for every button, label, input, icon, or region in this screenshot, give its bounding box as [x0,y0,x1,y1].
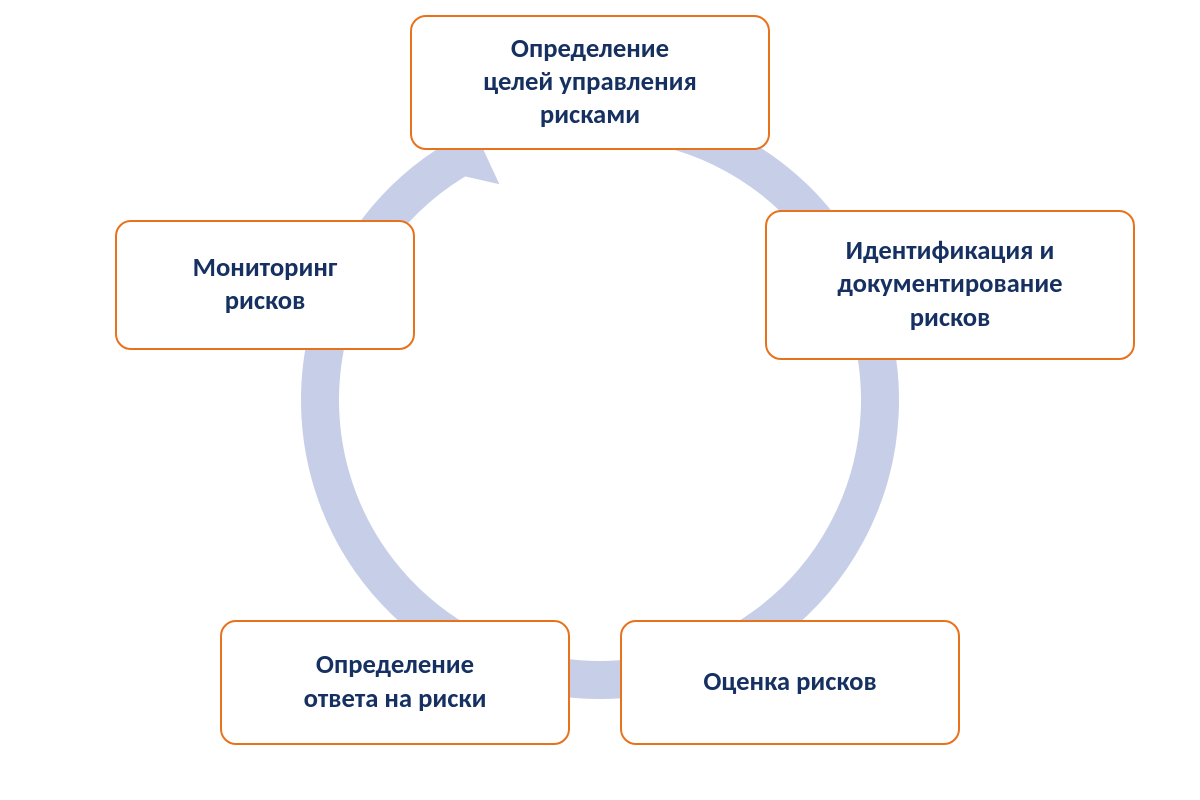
cycle-node-assess: Оценка рисков [620,620,960,745]
cycle-node-label: Определение ответа на риски [304,649,487,716]
cycle-node-label: Определение целей управления рисками [483,33,696,133]
cycle-node-label: Оценка рисков [703,666,876,699]
cycle-node-monitor: Мониторинг рисков [115,220,415,350]
cycle-node-goals: Определение целей управления рисками [410,15,770,150]
cycle-node-respond: Определение ответа на риски [220,620,570,745]
cycle-diagram: Определение целей управления рисками Иден… [0,0,1200,800]
cycle-node-label: Мониторинг рисков [193,252,338,319]
cycle-node-label: Идентификация и документирование рисков [837,235,1062,335]
cycle-node-identify: Идентификация и документирование рисков [765,210,1135,360]
